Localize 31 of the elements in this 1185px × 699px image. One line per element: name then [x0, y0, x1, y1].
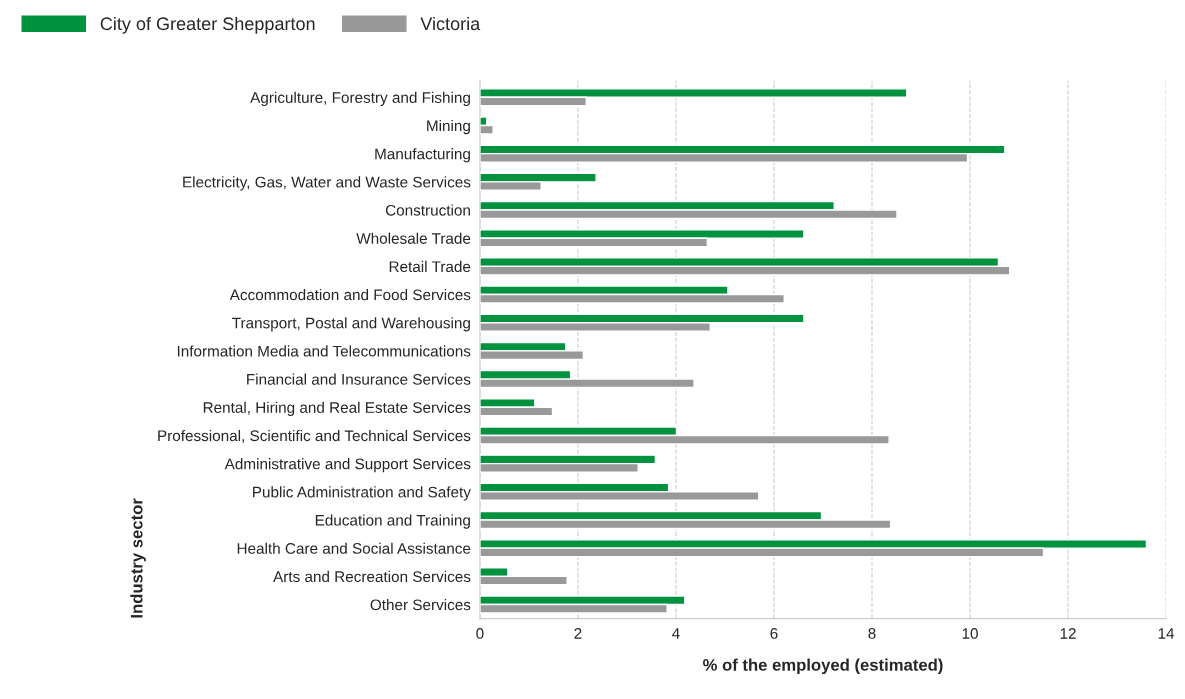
y-tick-label: Construction — [385, 204, 470, 216]
x-tick-label: 4 — [672, 628, 680, 639]
y-tick-label: Electricity, Gas, Water and Waste Services — [183, 176, 471, 191]
x-tick-label: 2 — [574, 628, 582, 639]
y-tick-label: Accommodation and Food Services — [229, 289, 471, 301]
y-tick-label: Financial and Insurance Services — [247, 373, 471, 385]
x-tick-label: 14 — [1158, 628, 1175, 639]
x-tick-label: 8 — [868, 628, 876, 639]
x-tick-label: 12 — [1060, 628, 1076, 639]
y-tick-label: Rental, Hiring and Real Estate Services — [203, 401, 471, 416]
y-tick-label: Professional, Scientific and Technical Services — [158, 429, 471, 443]
y-tick-label: Mining — [427, 119, 470, 135]
legend-label: City of Greater Shepparton — [100, 16, 315, 34]
y-tick-label: Manufacturing — [375, 148, 470, 163]
x-tick-label: 10 — [962, 628, 978, 639]
y-tick-label: Arts and Recreation Services — [273, 570, 471, 583]
y-axis-title: Industry sector — [130, 498, 146, 618]
x-axis-title: % of the employed (estimated) — [703, 658, 943, 675]
y-tick-label: Education and Training — [315, 514, 470, 529]
y-tick-label: Public Administration and Safety — [253, 486, 471, 501]
y-tick-label: Transport, Postal and Warehousing — [232, 317, 470, 332]
y-tick-label: Information Media and Telecommunications — [177, 345, 471, 357]
legend-label: Victoria — [420, 16, 481, 31]
y-tick-label: Retail Trade — [389, 260, 471, 273]
y-tick-label: Administrative and Support Services — [224, 458, 471, 473]
x-tick-label: 6 — [770, 628, 778, 639]
x-tick-label: 0 — [476, 628, 484, 639]
y-tick-label: Wholesale Trade — [356, 232, 471, 244]
y-tick-label: Health Care and Social Assistance — [237, 542, 471, 554]
y-tick-label: Other Services — [370, 598, 471, 611]
y-tick-label: Agriculture, Forestry and Fishing — [250, 91, 470, 106]
